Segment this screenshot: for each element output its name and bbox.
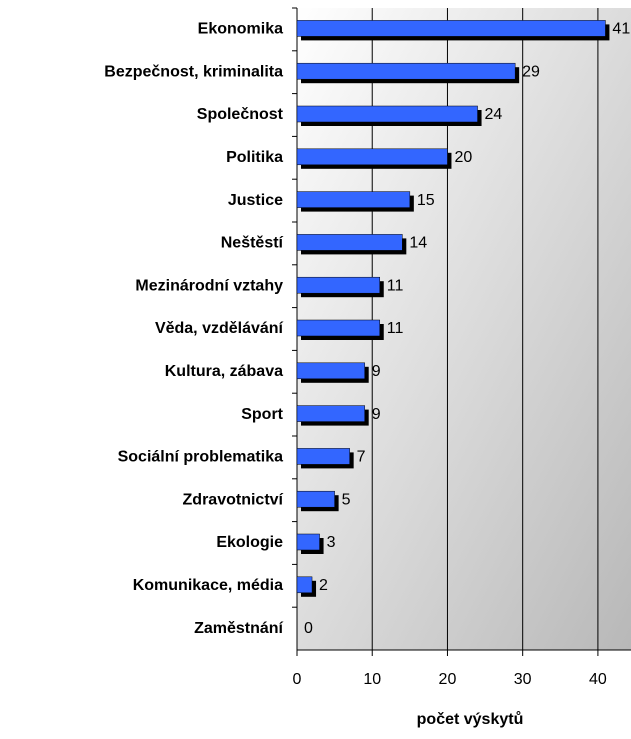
y-tick-label: Společnost (197, 106, 284, 123)
bar (296, 319, 380, 337)
y-tick-label: Justice (228, 192, 283, 209)
bar (296, 20, 606, 37)
x-tick-label: 0 (293, 671, 302, 688)
y-tick-label: Sociální problematika (118, 449, 283, 466)
bar (296, 533, 320, 551)
bar (296, 148, 448, 166)
value-label: 0 (304, 620, 313, 637)
bar (296, 405, 365, 422)
y-tick-label: Neštěstí (221, 235, 284, 252)
y-tick-label: Mezinárodní vztahy (135, 277, 283, 294)
value-label: 11 (387, 320, 404, 337)
value-label: 5 (342, 491, 351, 508)
y-tick-label: Komunikace, média (133, 577, 283, 594)
y-tick-label: Sport (241, 406, 283, 423)
value-label: 3 (327, 534, 336, 551)
y-tick-label: Zaměstnání (194, 620, 283, 637)
y-tick-label: Politika (226, 149, 283, 166)
x-tick-label: 20 (439, 671, 457, 688)
bar (296, 490, 335, 508)
bar (296, 576, 313, 594)
bar (296, 448, 350, 465)
value-label: 20 (454, 149, 472, 166)
value-label: 29 (522, 63, 540, 80)
x-tick-label: 30 (514, 671, 532, 688)
bar (296, 362, 365, 380)
y-tick-label: Ekonomika (198, 21, 283, 38)
y-tick-label: Věda, vzdělávání (155, 320, 284, 337)
bar (296, 105, 478, 123)
value-label: 2 (319, 577, 328, 594)
y-tick-label: Kultura, zábava (165, 363, 283, 380)
bar (296, 276, 380, 294)
bar (296, 62, 516, 80)
value-label: 14 (409, 235, 427, 252)
value-label: 9 (372, 363, 381, 380)
value-label: 15 (417, 192, 435, 209)
y-tick-label: Ekologie (216, 534, 283, 551)
value-label: 7 (357, 449, 366, 466)
x-tick-label: 40 (589, 671, 607, 688)
value-label: 9 (372, 406, 381, 423)
value-label: 24 (485, 106, 503, 123)
y-tick-label: Zdravotnictví (183, 491, 284, 508)
bar (296, 191, 411, 208)
bar (296, 234, 403, 251)
value-label: 41 (612, 21, 630, 38)
x-tick-label: 10 (363, 671, 381, 688)
x-axis-title: počet výskytů (417, 711, 524, 728)
y-tick-label: Bezpečnost, kriminalita (104, 63, 283, 80)
value-label: 11 (387, 277, 404, 294)
